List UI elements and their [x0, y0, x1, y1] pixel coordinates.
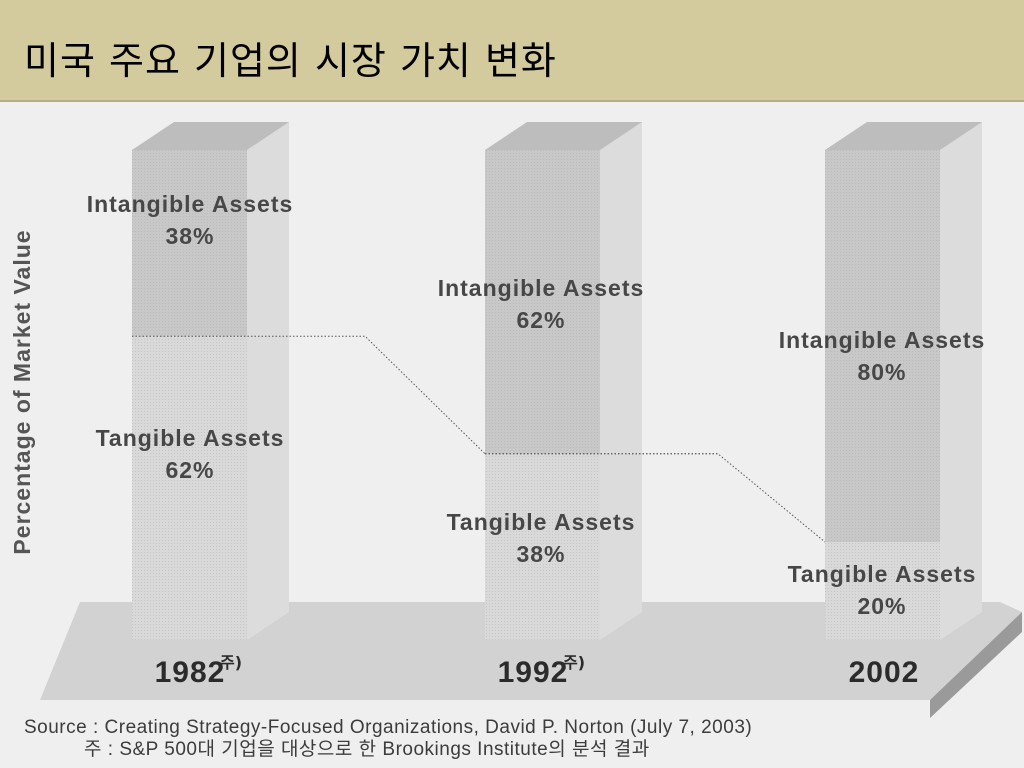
connector-lines [132, 335, 826, 543]
intangible-bar-texture [132, 150, 247, 337]
bars-group [132, 122, 982, 640]
bar-top-face [485, 122, 642, 150]
y-axis-label: Percentage of Market Value [9, 229, 35, 554]
tangible-value-label: 38% [516, 541, 565, 567]
source-line-1: Source : Creating Strategy-Focused Organ… [24, 717, 752, 738]
tangible-series-label: Tangible Assets [447, 509, 636, 535]
intangible-series-label: Intangible Assets [87, 191, 294, 217]
tangible-bar-texture [485, 453, 600, 640]
footnote-marker: 주) [220, 653, 242, 672]
tangible-bar-texture [825, 542, 940, 640]
bar-side-face [940, 122, 982, 640]
slide-title: 미국 주요 기업의 시장 가치 변화 [24, 39, 557, 83]
stacked-bar-chart: Intangible Assets 38% Tangible Assets 62% 19… [9, 122, 1022, 760]
chart-area: Intangible Assets 38% Tangible Assets 62% 19… [0, 102, 1024, 768]
chart-floor-edge [930, 612, 1022, 718]
footnote-marker: 주) [563, 653, 585, 672]
bar-side-face [600, 122, 642, 640]
intangible-series-label: Intangible Assets [438, 275, 645, 301]
bar-side-face [247, 122, 289, 640]
intangible-series-label: Intangible Assets [779, 327, 986, 353]
intangible-value-label: 38% [165, 223, 214, 249]
intangible-bar-texture [485, 150, 600, 454]
source-line-2: 주 : S&P 500대 기업을 대상으로 한 Brookings Instit… [84, 738, 650, 760]
split-connector [485, 453, 826, 543]
intangible-value-label: 80% [857, 359, 906, 385]
tangible-value-label: 20% [857, 593, 906, 619]
intangible-value-label: 62% [516, 307, 565, 333]
x-tick-label: 2002 [849, 656, 920, 689]
x-tick-label: 1982 [155, 656, 226, 689]
tangible-value-label: 62% [165, 457, 214, 483]
tangible-series-label: Tangible Assets [788, 561, 977, 587]
split-connector [132, 335, 486, 455]
tangible-bar-texture [132, 336, 247, 640]
intangible-bar-texture [825, 150, 940, 542]
bar-top-face [825, 122, 982, 150]
title-bar: 미국 주요 기업의 시장 가치 변화 [0, 0, 1024, 102]
x-tick-label: 1992 [498, 656, 569, 689]
tangible-series-label: Tangible Assets [96, 425, 285, 451]
segment-labels: Intangible Assets 38% Tangible Assets 62% 19… [87, 191, 986, 689]
bar-top-face [132, 122, 289, 150]
chart-floor [40, 602, 1022, 700]
